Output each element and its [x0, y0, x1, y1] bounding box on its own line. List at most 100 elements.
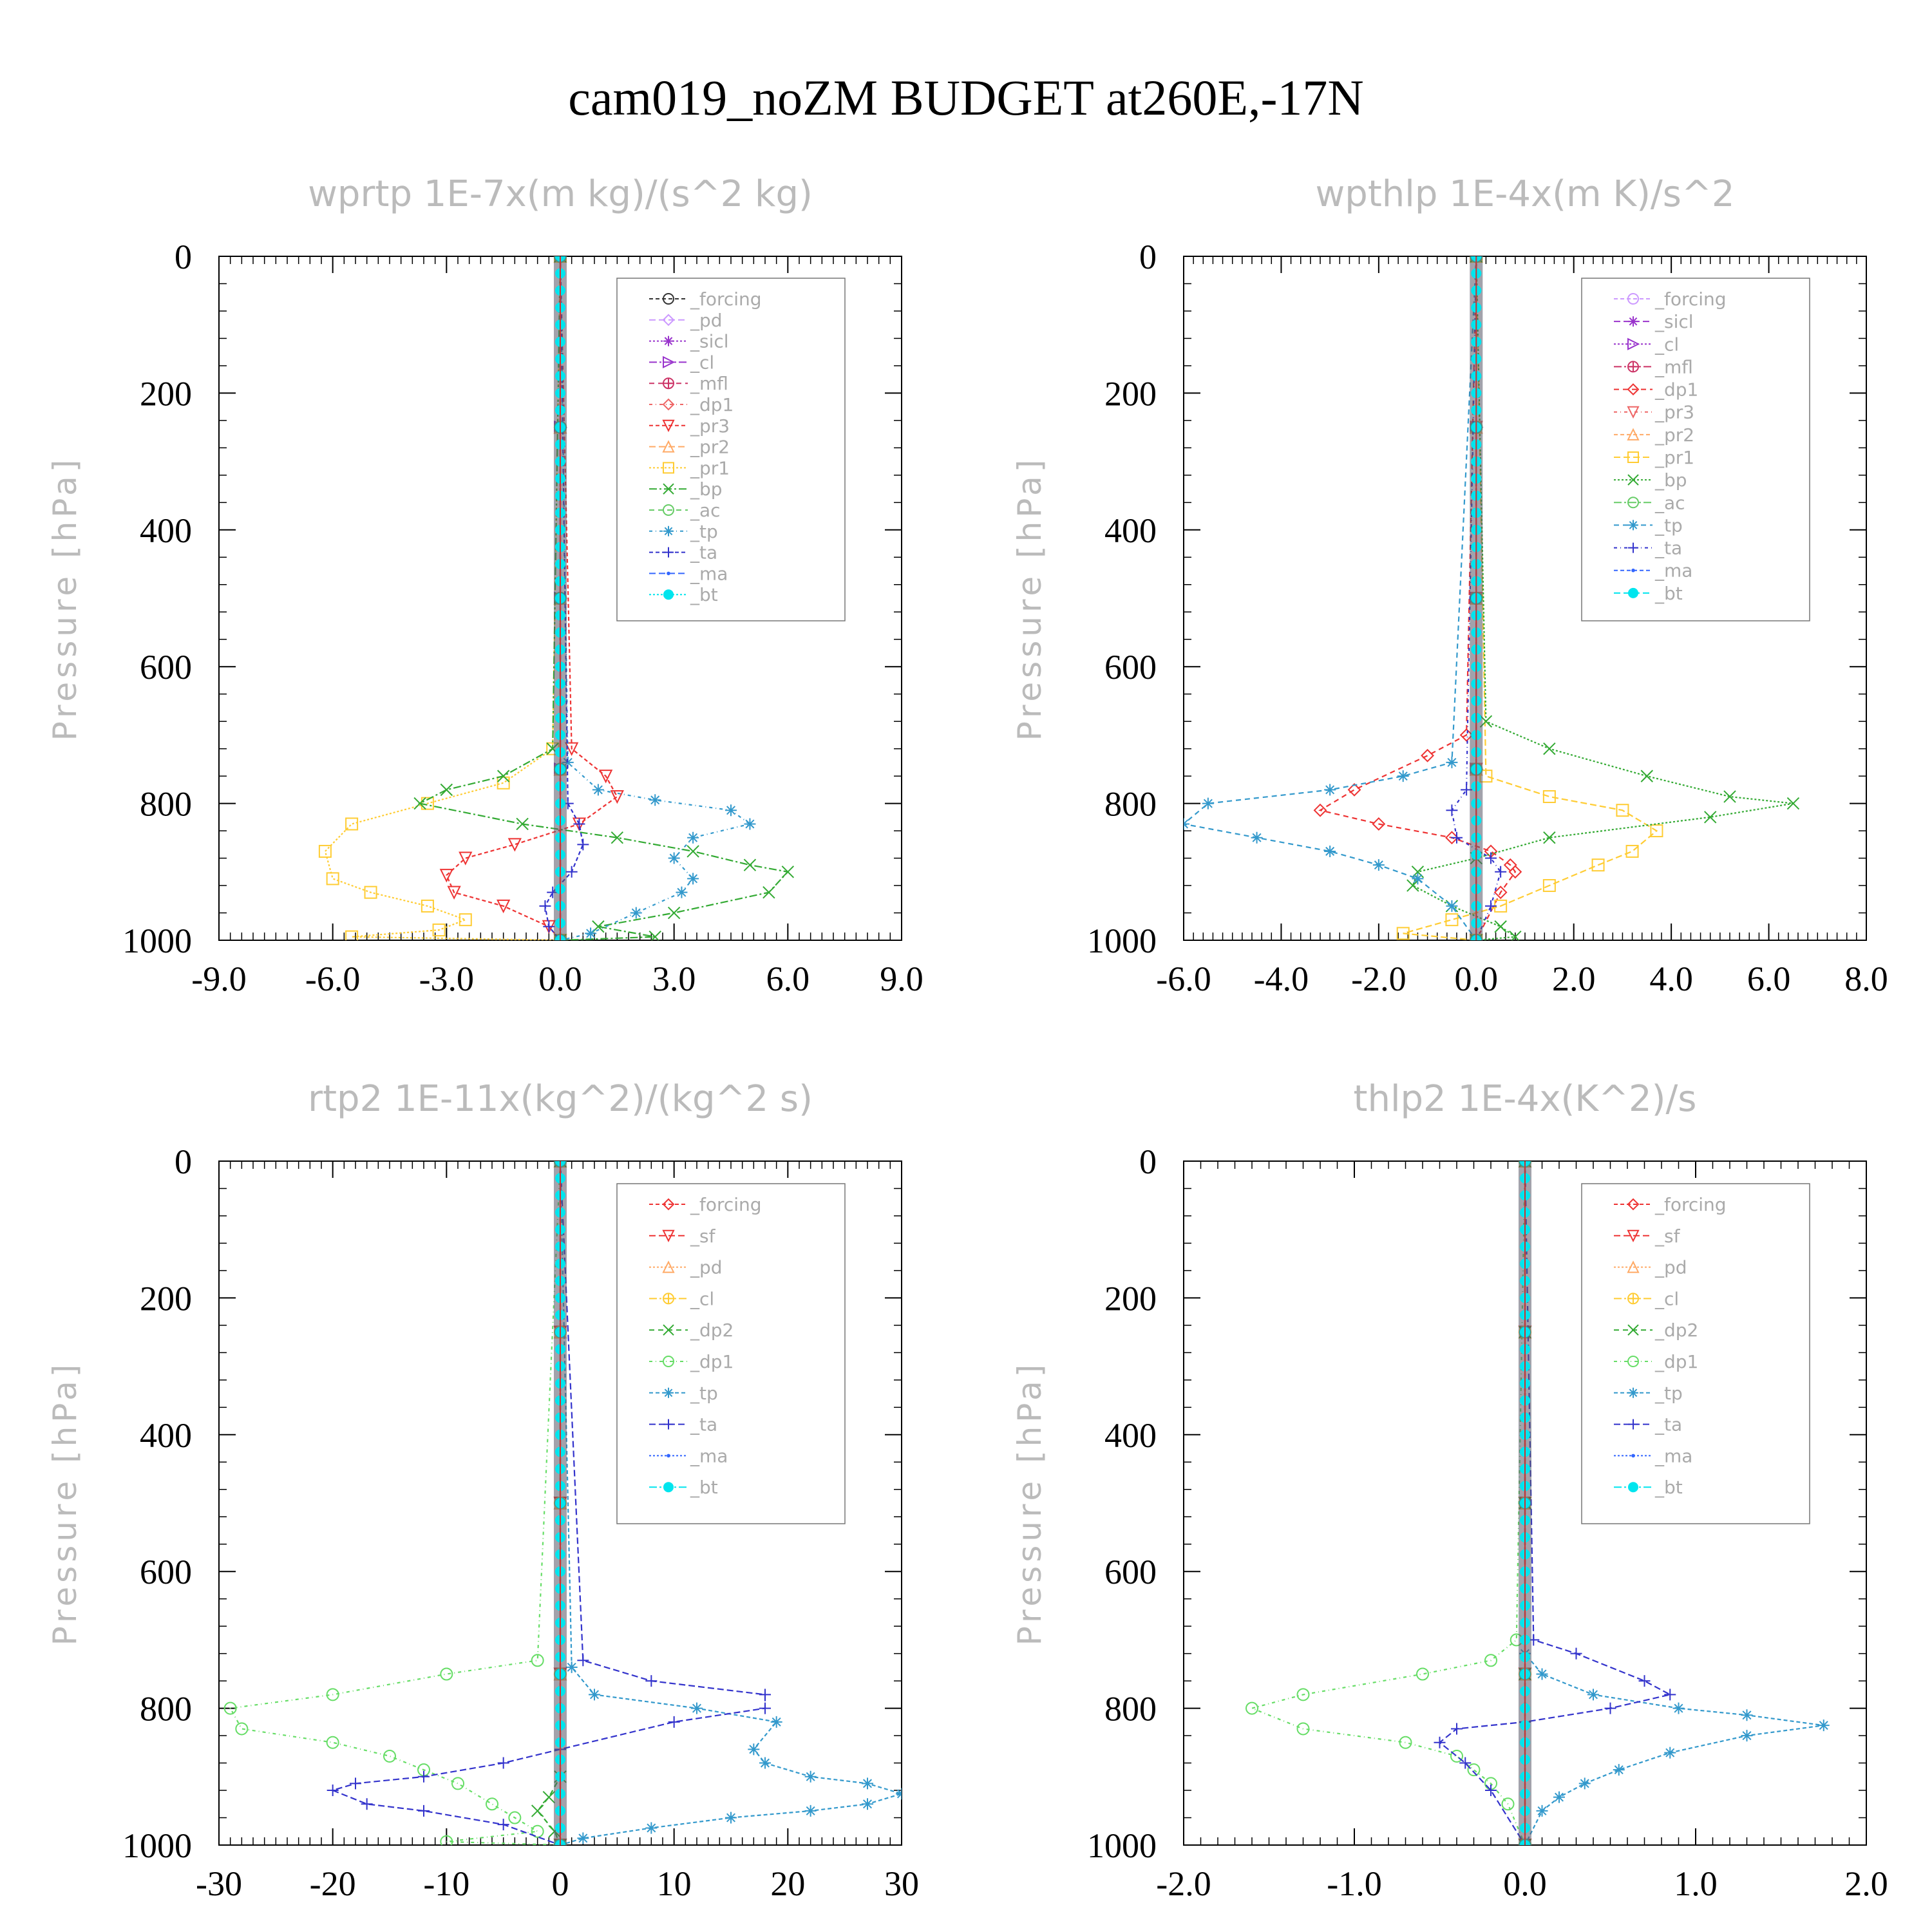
legend-marker: [662, 1198, 675, 1211]
x-tick-label: 4.0: [1649, 960, 1693, 998]
legend-label: _dp1: [1654, 1351, 1698, 1372]
legend-label: _pr2: [1654, 424, 1694, 446]
data-point: [645, 1675, 658, 1687]
data-point: [770, 1716, 782, 1728]
data-point: [459, 913, 472, 927]
data-point: [1638, 1675, 1651, 1687]
data-point: [235, 1722, 249, 1736]
data-point: [1412, 873, 1424, 885]
legend-label: _pd: [690, 1257, 723, 1278]
legend-label: _bt: [1654, 583, 1683, 604]
y-tick-label: 800: [1104, 785, 1157, 824]
legend-marker: [667, 1454, 670, 1458]
y-tick-label: 200: [1104, 374, 1157, 413]
data-point: [1542, 790, 1556, 803]
legend-label: _forcing: [690, 1194, 762, 1215]
series-line-ta: [1438, 1161, 1672, 1845]
legend-marker: [663, 1419, 674, 1430]
series-line-dp1: [1318, 256, 1517, 940]
legend-marker: [662, 1260, 675, 1273]
x-tick-label: -1.0: [1327, 1864, 1381, 1903]
data-point: [223, 1701, 237, 1715]
data-point: [725, 1812, 737, 1824]
legend-label: _cl: [690, 1288, 714, 1309]
legend-marker: [663, 526, 674, 536]
legend-label: _cl: [1654, 334, 1679, 355]
legend-label: _forcing: [1654, 289, 1727, 310]
data-point: [451, 1777, 464, 1790]
data-point: [383, 1749, 396, 1763]
data-point: [1536, 1804, 1548, 1817]
data-point: [744, 818, 756, 830]
series-group: [223, 1161, 902, 1845]
y-tick-label: 1000: [1087, 922, 1157, 960]
data-point: [1613, 1764, 1625, 1776]
data-point: [585, 927, 597, 940]
data-point: [1616, 804, 1629, 817]
x-tick-label: 20: [770, 1864, 805, 1903]
legend-label: _ac: [690, 500, 721, 521]
data-point: [1570, 1647, 1582, 1660]
series-line-tp: [1184, 256, 1477, 940]
data-point: [440, 1835, 453, 1845]
y-axis-label: Pressure [hPa]: [1011, 456, 1048, 741]
legend-label: _ma: [690, 563, 728, 584]
x-tick-label: 0: [552, 1864, 569, 1903]
legend-label: _sicl: [690, 331, 729, 352]
legend-label: _cl: [690, 352, 714, 373]
legend-marker: [663, 483, 674, 495]
data-point: [497, 770, 510, 782]
y-axis-label: Pressure [hPa]: [46, 1361, 84, 1646]
legend-marker: [1627, 383, 1640, 395]
legend-marker: [662, 314, 675, 327]
legend-label: _cl: [1654, 1288, 1679, 1309]
legend-marker: [1631, 568, 1635, 573]
legend-marker: [1628, 1387, 1638, 1398]
data-point: [649, 794, 661, 806]
panel-title: wpthlp 1E-4x(m K)/s^2: [1315, 173, 1734, 215]
data-point: [759, 1757, 771, 1769]
data-point: [1245, 1701, 1258, 1715]
series-line-bp: [1412, 256, 1794, 940]
data-point: [1485, 1785, 1497, 1797]
legend-marker: [1628, 1482, 1638, 1493]
legend-marker: [662, 440, 675, 453]
legend-label: _pr1: [1654, 447, 1694, 468]
data-point: [1786, 797, 1800, 810]
panel-title: rtp2 1E-11x(kg^2)/(kg^2 s): [308, 1078, 813, 1120]
legend-marker: [1628, 587, 1638, 598]
legend-marker: [1628, 520, 1638, 531]
data-point: [1640, 770, 1653, 782]
legend-label: _ma: [1654, 1445, 1692, 1466]
legend-marker: [1627, 474, 1639, 486]
legend-label: _ac: [1654, 492, 1685, 513]
x-tick-label: -4.0: [1254, 960, 1309, 998]
data-point: [668, 1716, 680, 1728]
legend-label: _pr1: [690, 457, 730, 478]
x-tick-label: -2.0: [1156, 1864, 1211, 1903]
data-point: [531, 1804, 544, 1817]
legend-marker: [663, 1356, 674, 1367]
x-tick-label: -10: [423, 1864, 469, 1903]
data-point: [516, 817, 529, 831]
panel-4: thlp2 1E-4x(K^2)/s Pressure [hPa] -2.0 -1.0…: [1011, 1078, 1888, 1903]
data-point: [1543, 742, 1556, 755]
x-tick-label: 2.0: [1844, 1864, 1888, 1903]
series-group: [1184, 256, 1800, 940]
data-point: [1741, 1709, 1753, 1721]
data-point: [361, 1798, 373, 1810]
legend-box: [616, 1183, 846, 1524]
data-point: [896, 1788, 902, 1800]
y-tick-label: 0: [175, 1142, 192, 1181]
data-point: [573, 818, 585, 830]
y-tick-label: 600: [140, 1553, 192, 1591]
zero-level-markers: [1519, 1161, 1531, 1845]
y-tick-label: 1000: [122, 922, 192, 960]
data-point: [326, 1688, 339, 1701]
data-point: [748, 1743, 760, 1756]
legend-marker: [1631, 1454, 1635, 1458]
data-point: [691, 1702, 703, 1714]
legend-label: _sf: [690, 1226, 716, 1247]
data-point: [1396, 927, 1410, 940]
